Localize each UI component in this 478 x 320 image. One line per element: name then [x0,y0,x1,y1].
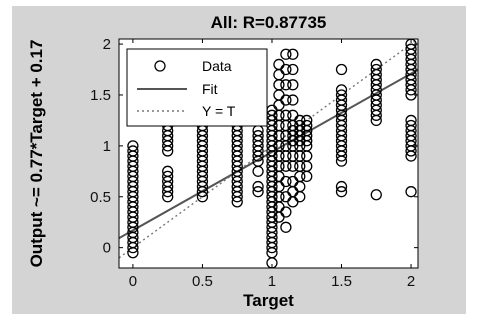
data-point [280,79,292,91]
data-point [127,140,139,152]
data-point [335,84,348,96]
data-point [127,145,139,157]
data-point [335,180,348,193]
data-point [280,48,292,60]
y-tick-label: 1 [103,138,111,155]
data-point [370,58,382,71]
data-point [301,114,313,127]
y-tick-label: 0.5 [90,189,111,206]
data-point [162,170,174,183]
data-point [405,186,417,198]
data-point [162,165,174,177]
x-tick-label: 1.5 [331,273,352,290]
x-tick-label: 1 [268,273,276,290]
y-tick-label: 2 [103,36,111,53]
y-tick-label: 1.5 [90,87,111,104]
x-tick-label: 0 [129,273,137,290]
data-point [252,130,264,142]
y-tick-label: 0 [103,240,111,257]
data-point [287,79,299,91]
data-point [370,189,382,201]
data-point [252,180,264,193]
x-tick-label: 0.5 [192,273,213,290]
legend-data-marker [154,60,166,72]
data-point [287,48,299,60]
figure: 0 0.5 1 1.5 2 0 0.5 1 1.5 2 All: R=0.87735 Target Ou… [12,6,466,314]
legend-box [126,48,268,127]
x-tick-label: 2 [407,273,415,290]
data-point [287,94,299,106]
data-point [335,186,348,198]
data-point [280,221,292,233]
identity-line [119,39,418,259]
legend-identity-label: Y = T [202,103,236,119]
data-point [301,119,313,132]
data-point [405,43,417,55]
data-point [280,94,292,106]
plot-frame [118,38,419,269]
x-axis-title: Target [243,291,294,310]
data-point [287,63,299,76]
data-point [280,175,292,188]
chart-title: All: R=0.87735 [211,13,327,32]
data-point [252,186,264,198]
regression-chart: 0 0.5 1 1.5 2 0 0.5 1 1.5 2 All: R=0.87735 Target Ou… [27,13,419,310]
data-point [280,109,292,121]
data-point [280,206,292,218]
data-point [335,63,348,76]
y-axis-title: Output ~= 0.77*Target + 0.17 [27,40,46,268]
data-point [405,114,417,127]
legend-fit-label: Fit [202,81,218,97]
legend-data-label: Data [202,58,232,74]
data-point [335,89,348,101]
data-point [370,63,382,76]
data-point [405,119,417,132]
data-point [280,63,292,76]
